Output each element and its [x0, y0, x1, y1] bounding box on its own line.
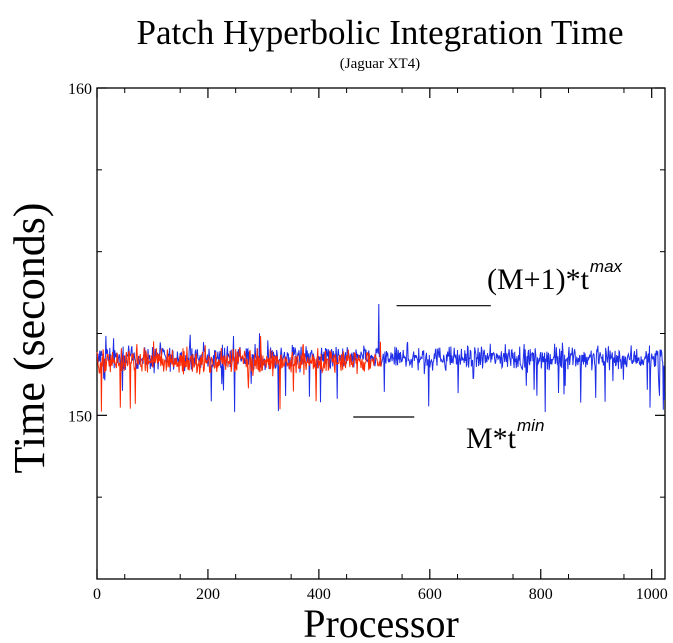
annotation-min-label: M*t [466, 422, 517, 455]
chart-subtitle: (Jaguar XT4) [340, 56, 420, 72]
x-axis-label: Processor [303, 601, 459, 643]
axis-ticks: 0 200 400 600 800 1000 150 160 [68, 81, 668, 603]
annotation-max-superscript: max [590, 257, 623, 276]
y-axis-label: Time (seconds) [5, 203, 54, 474]
plot-frame [96, 87, 666, 580]
series-line [96, 335, 382, 412]
annotation-min-superscript: min [517, 416, 544, 435]
y-tick-label: 150 [68, 408, 92, 425]
x-tick-label: 1000 [636, 586, 668, 603]
x-tick-label: 0 [93, 586, 101, 603]
x-tick-label: 400 [307, 586, 331, 603]
x-tick-label: 800 [529, 586, 553, 603]
x-tick-label: 600 [418, 586, 442, 603]
x-tick-label: 200 [196, 586, 220, 603]
annotation-max: (M+1)*tmax [487, 257, 623, 296]
y-tick-label: 160 [68, 81, 92, 98]
annotation-min: M*tmin [466, 416, 544, 455]
reference-lines [353, 305, 491, 418]
series-group [96, 303, 665, 413]
chart-title: Patch Hyperbolic Integration Time [136, 13, 623, 52]
annotation-max-label: (M+1)*t [487, 263, 590, 296]
